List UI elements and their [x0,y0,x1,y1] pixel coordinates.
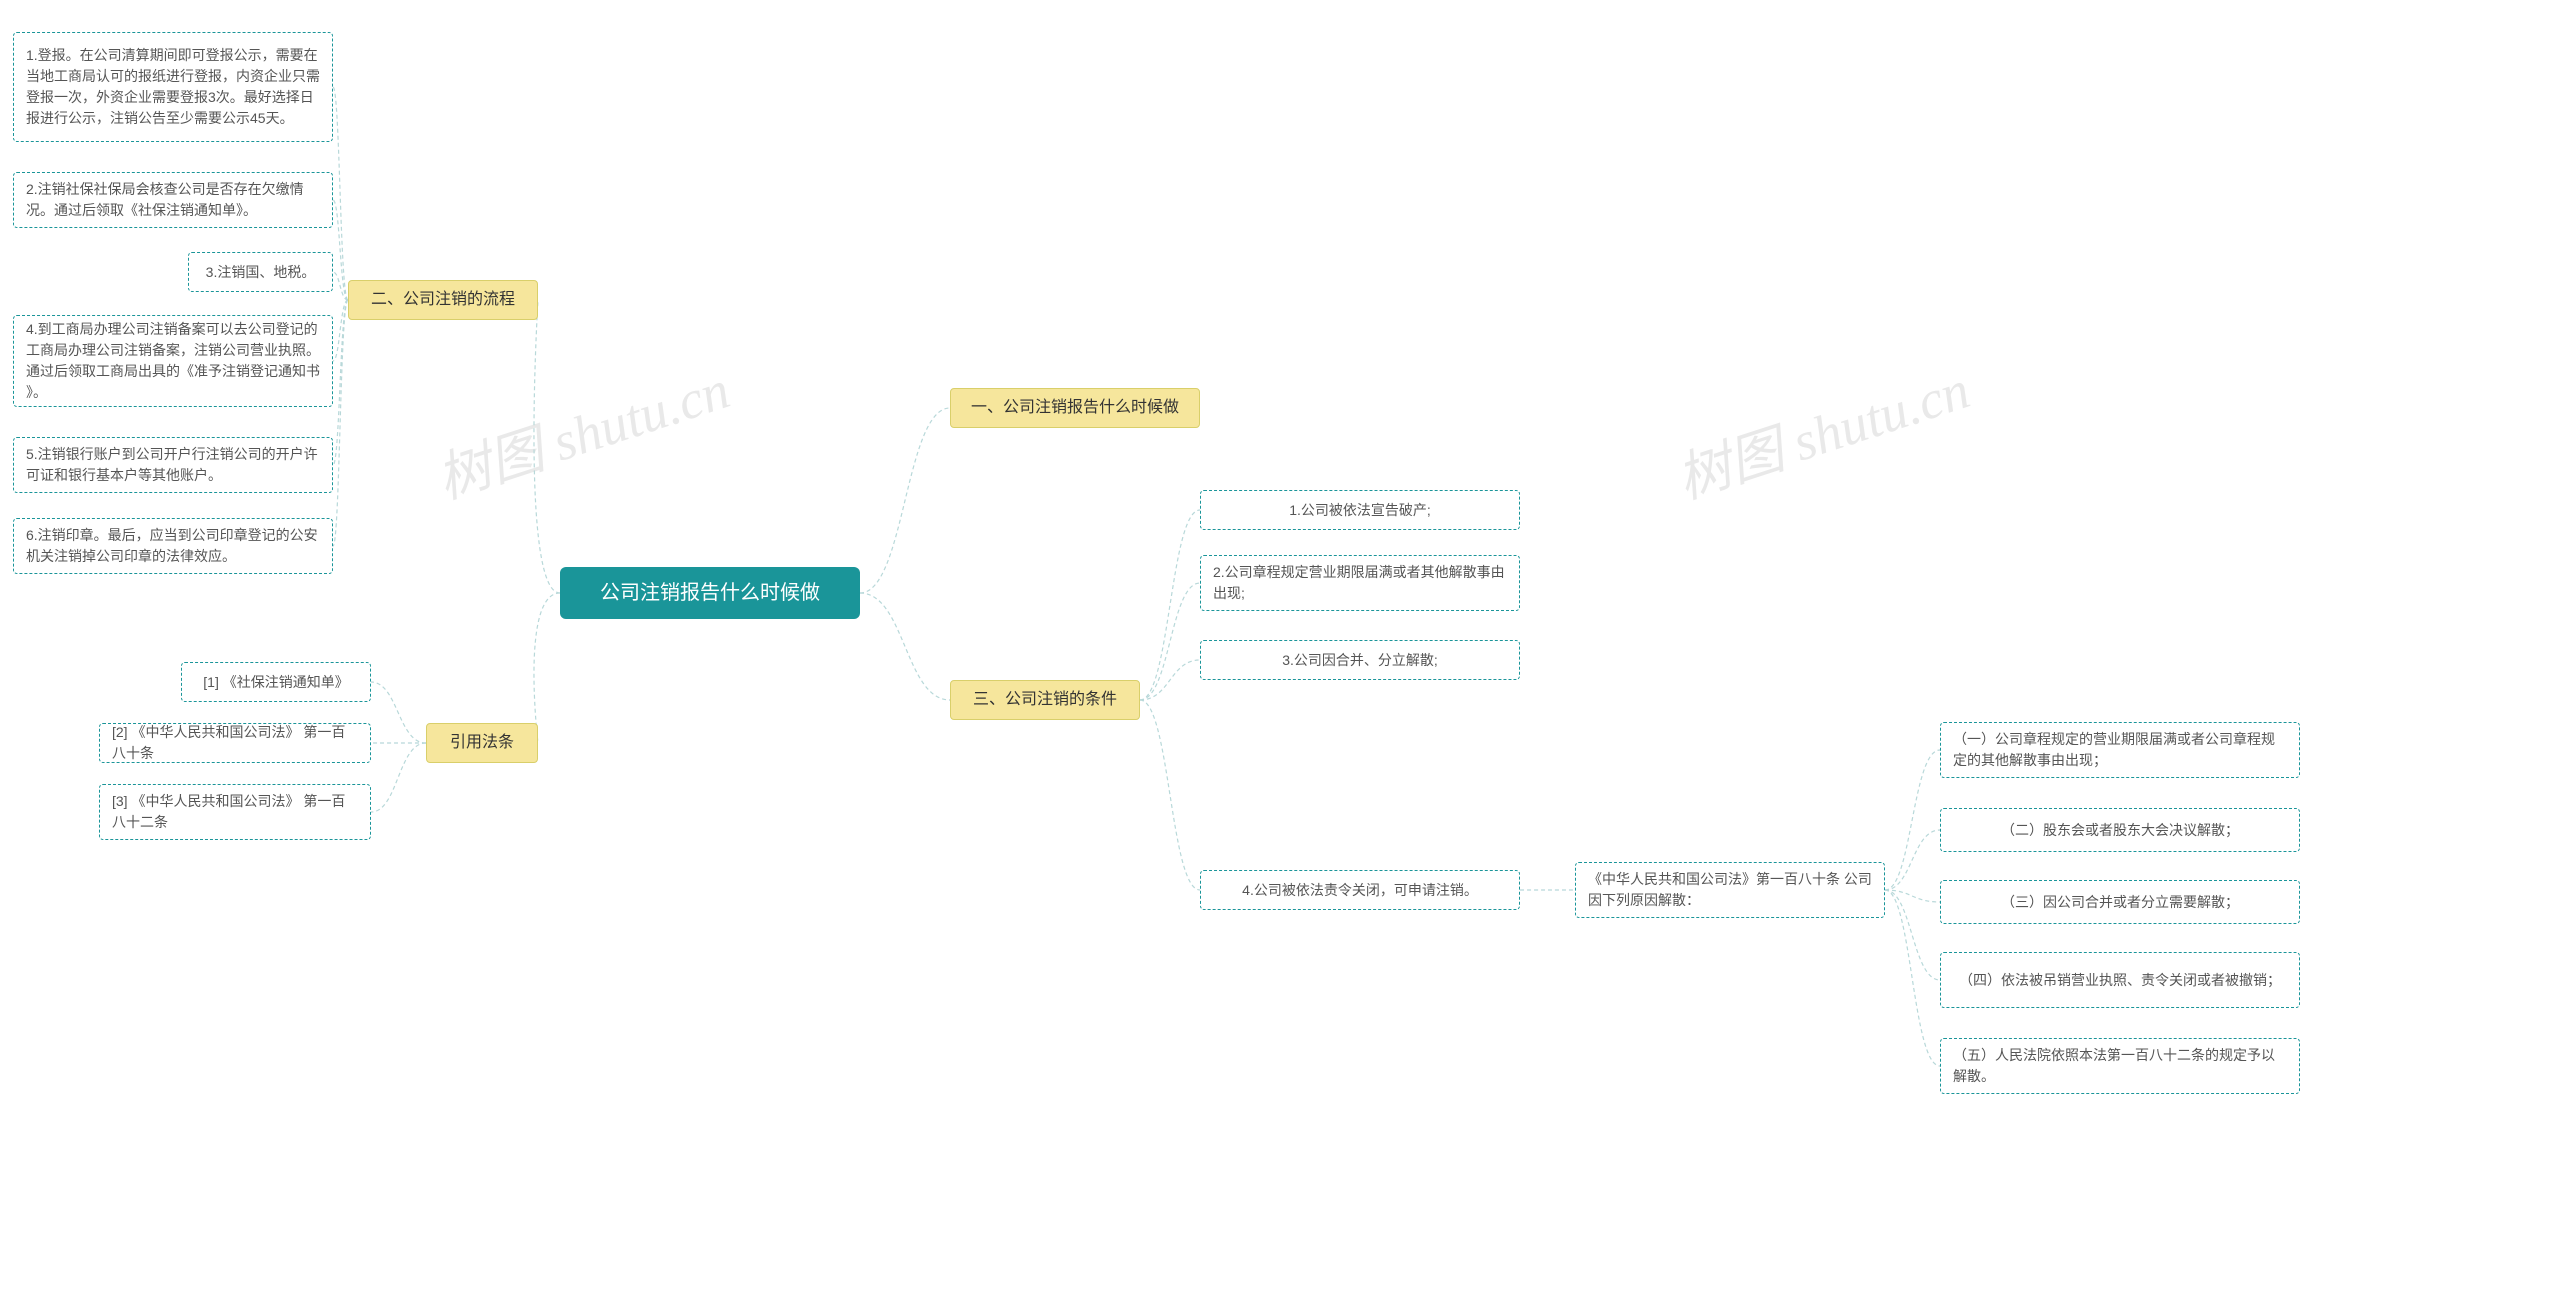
section-1: 一、公司注销报告什么时候做 [950,388,1200,428]
section-2: 二、公司注销的流程 [348,280,538,320]
sec2-item-4: 4.到工商局办理公司注销备案可以去公司登记的工商局办理公司注销备案，注销公司营业… [13,315,333,407]
citation-3: [3] 《中华人民共和国公司法》 第一百八十二条 [99,784,371,840]
sec3-item-3: 3.公司因合并、分立解散; [1200,640,1520,680]
law-item-4: （四）依法被吊销营业执照、责令关闭或者被撤销； [1940,952,2300,1008]
citations-section: 引用法条 [426,723,538,763]
sec2-item-6: 6.注销印章。最后，应当到公司印章登记的公安机关注销掉公司印章的法律效应。 [13,518,333,574]
sec3-item-4: 4.公司被依法责令关闭，可申请注销。 [1200,870,1520,910]
law-item-3: （三）因公司合并或者分立需要解散； [1940,880,2300,924]
watermark-2: 树图 shutu.cn [1665,345,1978,514]
law-item-1: （一）公司章程规定的营业期限届满或者公司章程规定的其他解散事由出现； [1940,722,2300,778]
sec2-item-1: 1.登报。在公司清算期间即可登报公示，需要在当地工商局认可的报纸进行登报，内资企… [13,32,333,142]
sec3-item-2: 2.公司章程规定营业期限届满或者其他解散事由出现; [1200,555,1520,611]
sec2-item-3: 3.注销国、地税。 [188,252,333,292]
sec3-item-1: 1.公司被依法宣告破产; [1200,490,1520,530]
law-intro: 《中华人民共和国公司法》第一百八十条 公司因下列原因解散： [1575,862,1885,918]
root-node: 公司注销报告什么时候做 [560,567,860,619]
sec2-item-5: 5.注销银行账户到公司开户行注销公司的开户许可证和银行基本户等其他账户。 [13,437,333,493]
law-item-5: （五）人民法院依照本法第一百八十二条的规定予以解散。 [1940,1038,2300,1094]
sec2-item-2: 2.注销社保社保局会核查公司是否存在欠缴情况。通过后领取《社保注销通知单》。 [13,172,333,228]
citation-2: [2] 《中华人民共和国公司法》 第一百八十条 [99,723,371,763]
section-3: 三、公司注销的条件 [950,680,1140,720]
law-item-2: （二）股东会或者股东大会决议解散； [1940,808,2300,852]
watermark-1: 树图 shutu.cn [425,345,738,514]
citation-1: [1] 《社保注销通知单》 [181,662,371,702]
